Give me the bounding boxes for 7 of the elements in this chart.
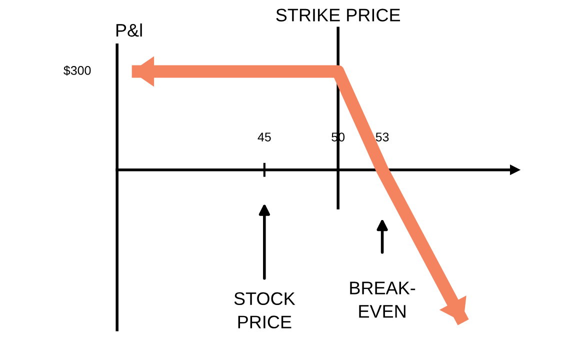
text: $300: [64, 66, 91, 76]
x-tick-label: 45: [258, 132, 271, 142]
annotation: STOCK PRICE: [234, 292, 296, 328]
y-axis-title: P&l: [116, 23, 142, 37]
ref-line-label: STRIKE PRICE: [276, 8, 400, 22]
annotation: BREAK- EVEN: [350, 282, 416, 318]
x-tick-label: 53: [376, 132, 389, 142]
